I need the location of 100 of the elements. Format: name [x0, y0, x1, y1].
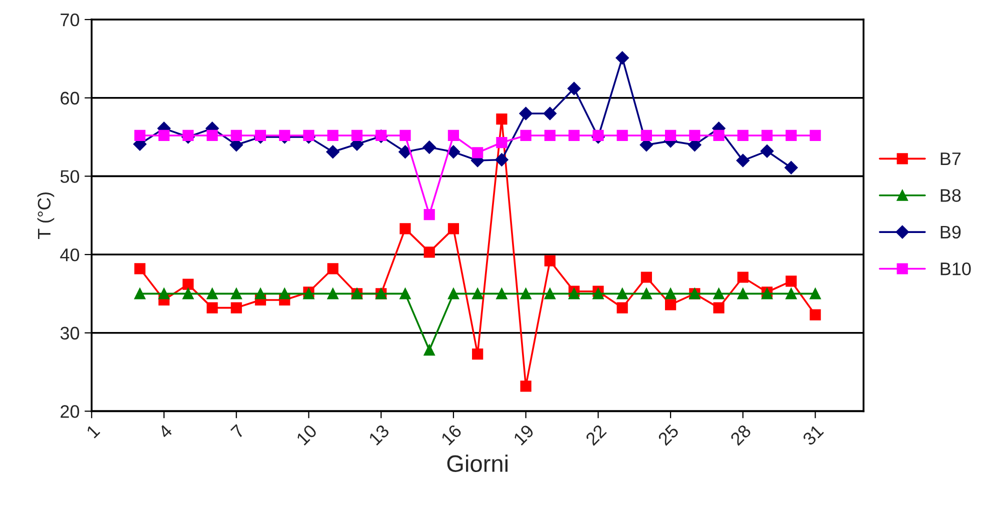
point: [786, 288, 797, 300]
point: [784, 160, 798, 174]
point: [230, 288, 242, 300]
x-tick-label: 16: [440, 424, 462, 446]
x-tick-label: 7: [230, 424, 245, 439]
point: [351, 130, 363, 142]
x-axis-title: Giorni: [447, 454, 508, 472]
point: [736, 154, 750, 168]
point: [230, 302, 242, 314]
point: [665, 130, 676, 142]
point: [568, 130, 580, 142]
point: [760, 144, 774, 158]
point: [810, 130, 821, 142]
point: [448, 288, 460, 300]
point: [448, 223, 460, 234]
point: [786, 276, 797, 287]
point: [327, 263, 338, 274]
point: [472, 348, 484, 360]
point: [713, 302, 724, 314]
point: [544, 288, 556, 300]
x-tick-label: 19: [512, 424, 535, 446]
point: [640, 130, 652, 142]
point: [134, 288, 146, 300]
point: [398, 145, 412, 159]
point: [424, 344, 435, 356]
x-tick-label: 22: [584, 424, 607, 446]
point: [544, 255, 556, 266]
point: [424, 209, 435, 220]
y-axis-title: T (°C): [37, 192, 54, 239]
point: [592, 288, 604, 300]
point: [206, 302, 218, 314]
point: [134, 263, 146, 274]
point: [520, 130, 532, 142]
point: [665, 299, 676, 310]
point: [134, 130, 146, 142]
point: [327, 288, 338, 300]
point: [182, 278, 194, 290]
point: [496, 288, 508, 300]
point: [567, 82, 581, 96]
point: [520, 288, 532, 300]
point: [422, 140, 436, 154]
x-tick-label: 28: [730, 424, 752, 446]
legend-label: B9: [940, 226, 961, 239]
point: [616, 130, 628, 142]
point: [810, 309, 821, 320]
legend-label: B7: [940, 152, 961, 165]
point: [616, 302, 628, 314]
point: [737, 130, 748, 142]
point: [713, 288, 724, 300]
point: [616, 288, 628, 300]
point: [303, 130, 314, 142]
point: [761, 130, 773, 142]
point: [472, 147, 484, 158]
point: [230, 130, 242, 142]
point: [568, 288, 580, 300]
x-tick-label: 31: [802, 424, 824, 446]
point: [254, 130, 266, 142]
point: [810, 288, 821, 300]
point: [279, 288, 290, 300]
point: [326, 145, 340, 159]
point: [182, 288, 194, 300]
point: [182, 130, 194, 142]
point: [279, 130, 290, 142]
point: [158, 288, 170, 300]
legend-label: B8: [940, 189, 961, 202]
y-tick-label: 50: [60, 170, 80, 183]
point: [400, 130, 411, 142]
point: [543, 106, 557, 120]
point: [448, 130, 460, 142]
point: [206, 130, 218, 142]
point: [544, 130, 556, 142]
point: [400, 288, 411, 300]
point: [446, 145, 460, 159]
point: [737, 288, 748, 300]
point: [472, 288, 484, 300]
point: [737, 272, 748, 283]
point: [424, 246, 435, 258]
point: [520, 380, 532, 392]
y-tick-label: 70: [60, 13, 80, 26]
legend-label: B10: [940, 262, 971, 276]
point: [786, 130, 797, 142]
point: [616, 51, 629, 65]
y-tick-label: 40: [60, 248, 80, 262]
point: [496, 113, 508, 125]
x-tick-label: 10: [296, 424, 318, 446]
x-tick-label: 25: [657, 424, 680, 446]
y-tick-label: 30: [60, 326, 80, 340]
x-tick-label: 1: [86, 424, 100, 438]
y-tick-label: 20: [60, 405, 80, 418]
point: [519, 106, 532, 120]
x-tick-label: 13: [368, 424, 390, 446]
point: [400, 223, 411, 234]
point: [254, 288, 266, 300]
point: [592, 130, 604, 142]
y-tick-label: 60: [60, 92, 80, 105]
point: [640, 272, 652, 283]
point: [496, 136, 508, 148]
point: [640, 288, 652, 300]
point: [665, 288, 676, 300]
point: [495, 153, 508, 166]
